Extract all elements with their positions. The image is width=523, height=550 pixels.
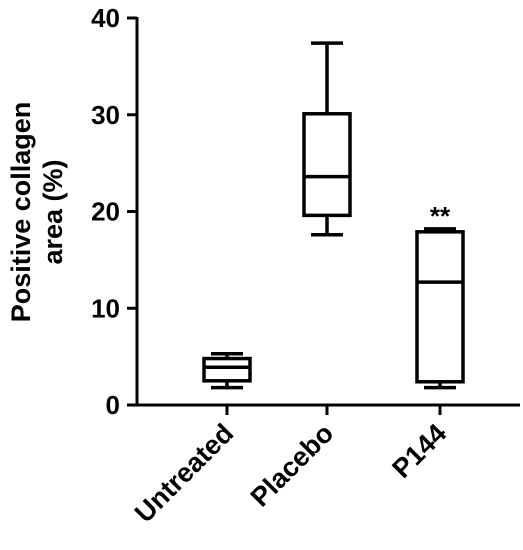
iqr-box — [415, 230, 465, 384]
x-category-label: P144 — [386, 418, 452, 484]
box-untreated — [202, 351, 252, 390]
x-category-label: Placebo — [245, 418, 339, 512]
y-tick-label: 40 — [91, 3, 120, 33]
significance-annotation: ** — [430, 201, 451, 231]
y-axis: 0 10 20 30 40 — [91, 3, 139, 420]
box-placebo — [302, 41, 352, 237]
box-p144: ** — [415, 201, 465, 390]
x-axis: Untreated Placebo P144 — [129, 403, 520, 528]
y-tick-label: 30 — [91, 100, 120, 130]
y-tick-label: 20 — [91, 197, 120, 227]
iqr-box — [302, 112, 352, 218]
y-axis-label-line-1: Positive collagen — [6, 102, 36, 323]
y-tick-label: 10 — [91, 293, 120, 323]
boxes: ** — [202, 41, 465, 390]
x-category-label: Untreated — [129, 418, 239, 528]
y-axis-label-line-2: area (%) — [38, 159, 68, 264]
y-axis-label: Positive collagen area (%) — [6, 102, 68, 323]
y-tick-label: 0 — [106, 390, 120, 420]
iqr-box — [202, 356, 252, 383]
